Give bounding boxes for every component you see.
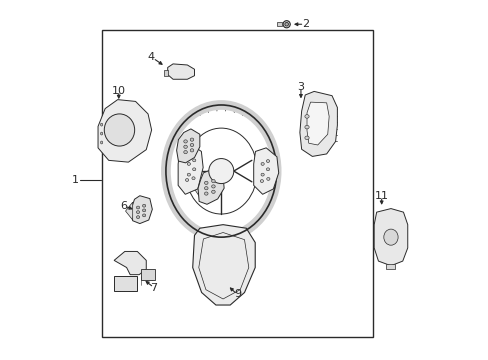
Ellipse shape (266, 177, 269, 180)
Polygon shape (131, 196, 152, 224)
Ellipse shape (136, 206, 140, 209)
Text: 8: 8 (178, 139, 185, 149)
Ellipse shape (187, 173, 190, 176)
Bar (276, 22, 281, 26)
Ellipse shape (191, 177, 195, 180)
Ellipse shape (211, 190, 215, 193)
Polygon shape (198, 169, 224, 204)
Ellipse shape (192, 159, 195, 162)
Text: 11: 11 (374, 191, 388, 201)
Polygon shape (176, 129, 200, 163)
Ellipse shape (266, 159, 269, 162)
Ellipse shape (261, 162, 264, 165)
Polygon shape (192, 225, 255, 305)
Ellipse shape (211, 180, 215, 183)
Ellipse shape (142, 204, 145, 207)
Polygon shape (299, 91, 337, 157)
Polygon shape (167, 64, 194, 79)
Ellipse shape (142, 214, 145, 217)
Ellipse shape (204, 192, 207, 195)
Ellipse shape (204, 186, 207, 190)
Ellipse shape (185, 179, 188, 181)
Polygon shape (253, 148, 278, 194)
Ellipse shape (104, 114, 134, 146)
Ellipse shape (101, 132, 102, 135)
Polygon shape (306, 102, 328, 145)
Text: 10: 10 (112, 86, 125, 96)
Ellipse shape (192, 168, 195, 171)
Text: 7: 7 (150, 283, 157, 293)
Ellipse shape (208, 158, 233, 184)
Ellipse shape (304, 136, 308, 140)
Text: 4: 4 (147, 52, 154, 62)
Ellipse shape (142, 209, 145, 212)
Ellipse shape (261, 173, 264, 176)
Ellipse shape (190, 138, 193, 141)
Ellipse shape (190, 143, 193, 147)
Polygon shape (98, 100, 151, 162)
Ellipse shape (283, 21, 290, 28)
Polygon shape (373, 208, 407, 266)
Text: 9: 9 (234, 289, 241, 299)
Text: 6: 6 (120, 201, 127, 211)
Text: 3: 3 (297, 82, 304, 92)
Polygon shape (114, 251, 146, 275)
Bar (164, 70, 168, 76)
Text: 2: 2 (302, 19, 309, 29)
Polygon shape (192, 176, 200, 197)
Ellipse shape (101, 123, 102, 126)
Ellipse shape (304, 114, 308, 118)
Bar (386, 264, 394, 269)
Ellipse shape (183, 140, 187, 143)
Polygon shape (125, 202, 132, 220)
Ellipse shape (285, 22, 288, 26)
Text: 1: 1 (72, 175, 79, 185)
Ellipse shape (304, 125, 308, 129)
Bar (114, 276, 137, 291)
Ellipse shape (204, 181, 207, 184)
Ellipse shape (266, 168, 269, 171)
Ellipse shape (190, 149, 193, 152)
Bar (141, 269, 155, 280)
Ellipse shape (211, 185, 215, 188)
Polygon shape (178, 144, 203, 194)
Ellipse shape (187, 162, 190, 165)
Text: 5: 5 (190, 180, 197, 190)
Ellipse shape (183, 145, 187, 148)
Ellipse shape (383, 229, 397, 245)
Bar (102, 30, 372, 337)
Ellipse shape (136, 211, 140, 213)
Ellipse shape (136, 216, 140, 219)
Ellipse shape (260, 180, 263, 183)
Ellipse shape (101, 141, 102, 144)
Ellipse shape (183, 150, 187, 154)
